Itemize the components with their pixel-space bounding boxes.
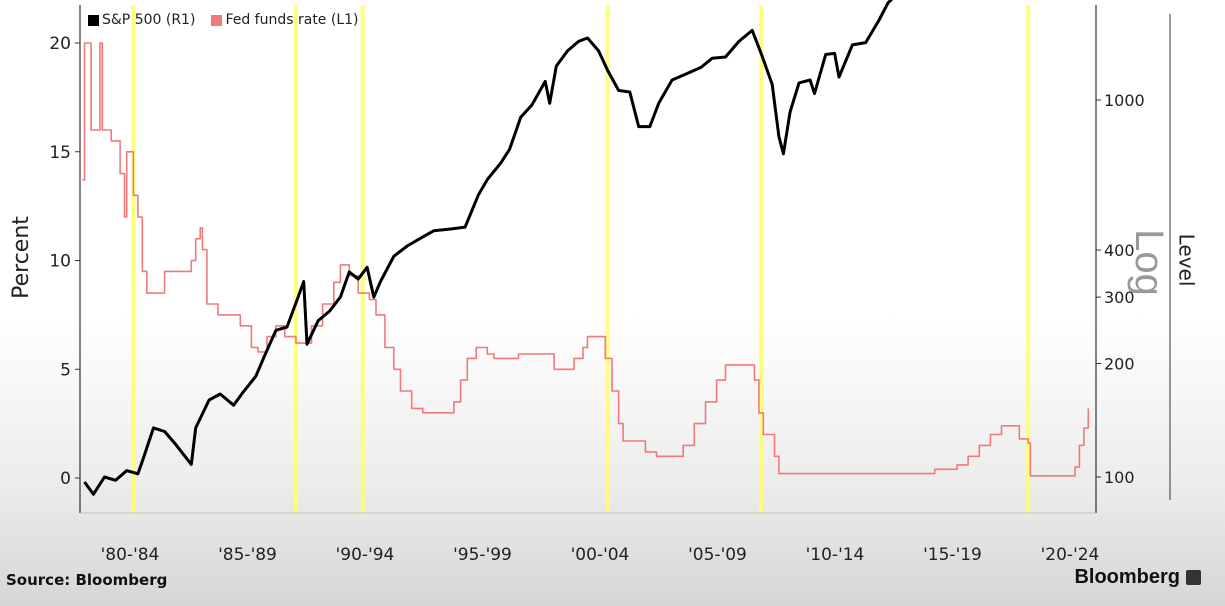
legend: S&P 500 (R1) Fed funds rate (L1) xyxy=(88,12,359,28)
recession-band-2 xyxy=(360,5,365,513)
y-axis-label-right: Level xyxy=(1174,233,1199,287)
legend-label-fed-funds: Fed funds rate (L1) xyxy=(225,12,359,28)
x-tick-label-6: '10-'14 xyxy=(806,545,865,565)
recession-bands xyxy=(131,5,1031,513)
recession-band-3 xyxy=(605,5,610,513)
x-tick-label-2: '90-'94 xyxy=(336,545,395,565)
x-tick-label-5: '05-'09 xyxy=(688,545,747,565)
left-tick-label-0: 0 xyxy=(60,469,71,489)
legend-item-fed-funds: Fed funds rate (L1) xyxy=(211,12,359,28)
sp500-line xyxy=(83,0,894,496)
right-tick-label-1: 200 xyxy=(1104,355,1135,374)
right-tick-label-4: 1000 xyxy=(1104,91,1145,110)
legend-swatch-fed-funds xyxy=(211,14,223,26)
x-tick-label-7: '15-'19 xyxy=(923,545,982,565)
y-axis-scale-label: Log xyxy=(1126,229,1171,296)
left-tick-label-4: 20 xyxy=(49,34,71,54)
x-tick-label-8: '20-'24 xyxy=(1041,545,1100,565)
right-tick-labels: 1002003004001000200030004000 xyxy=(1096,91,1145,487)
x-tick-label-1: '85-'89 xyxy=(218,545,277,565)
recession-band-0 xyxy=(131,5,136,513)
x-tick-label-3: '95-'99 xyxy=(453,545,512,565)
right-tick-label-2: 300 xyxy=(1104,288,1135,307)
brand-name: Bloomberg xyxy=(1074,566,1180,588)
left-tick-label-3: 15 xyxy=(49,143,71,163)
recession-band-4 xyxy=(759,5,764,513)
recession-band-5 xyxy=(1026,5,1031,513)
series-lines xyxy=(82,0,1090,496)
fed-funds-line xyxy=(82,42,1090,477)
x-tick-label-4: '00-'04 xyxy=(571,545,630,565)
right-tick-label-0: 100 xyxy=(1104,468,1135,487)
legend-swatch-sp500 xyxy=(88,14,99,26)
axes xyxy=(79,5,1171,514)
x-tick-labels: '80-'84 '85-'89 '90-'94 '95-'99 '00-'04 '05-'… xyxy=(101,545,1100,565)
y-axis-label-left: Percent xyxy=(8,216,34,299)
recession-band-1 xyxy=(293,5,298,513)
legend-item-sp500: S&P 500 (R1) xyxy=(88,12,195,28)
left-tick-label-1: 5 xyxy=(60,360,71,380)
right-tick-label-3: 400 xyxy=(1104,241,1135,260)
x-tick-label-0: '80-'84 xyxy=(101,545,160,565)
source-note: Source: Bloomberg xyxy=(6,571,168,589)
legend-label-sp500: S&P 500 (R1) xyxy=(102,12,196,28)
left-tick-label-2: 10 xyxy=(49,252,71,272)
bloomberg-logo-icon xyxy=(1186,570,1201,585)
left-tick-labels: 0 5 10 15 20 xyxy=(49,34,80,489)
brand-logo: Bloomberg xyxy=(1074,566,1201,589)
